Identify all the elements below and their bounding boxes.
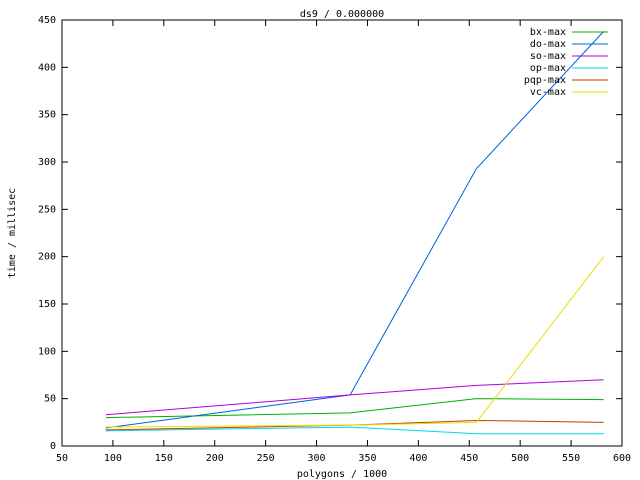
x-tick-label: 500 [511, 453, 529, 464]
plot-border [61, 19, 623, 447]
legend-label: vc-max [530, 87, 566, 98]
series-line [105, 31, 605, 429]
y-axis-label: time / millisec [7, 188, 18, 278]
y-tick-label: 0 [50, 441, 56, 452]
chart-title: ds9 / 0.000000 [300, 9, 384, 20]
x-tick-label: 550 [562, 453, 580, 464]
legend-label: bx-max [530, 27, 566, 38]
y-tick-label: 100 [38, 346, 56, 357]
series-line [105, 426, 604, 435]
legend-label: pqp-max [524, 75, 566, 86]
x-tick-label: 350 [358, 453, 376, 464]
y-tick-label: 200 [38, 252, 56, 263]
legend-label: op-max [530, 63, 566, 74]
y-tick-label: 450 [38, 15, 56, 26]
x-tick-label: 450 [460, 453, 478, 464]
y-tick-label: 350 [38, 110, 56, 121]
x-tick-label: 400 [409, 453, 427, 464]
legend-label: do-max [530, 39, 566, 50]
x-tick-label: 100 [104, 453, 122, 464]
series-line [105, 379, 604, 416]
x-tick-label: 50 [56, 453, 68, 464]
y-tick-label: 250 [38, 204, 56, 215]
y-tick-label: 50 [44, 394, 56, 405]
series-line [105, 398, 604, 419]
x-tick-label: 200 [206, 453, 224, 464]
y-tick-label: 150 [38, 299, 56, 310]
x-tick-label: 600 [613, 453, 631, 464]
series-line [105, 256, 605, 428]
y-tick-label: 400 [38, 62, 56, 73]
series-line [105, 419, 604, 431]
legend-label: so-max [530, 51, 566, 62]
x-tick-label: 150 [155, 453, 173, 464]
y-tick-label: 300 [38, 157, 56, 168]
x-tick-label: 300 [308, 453, 326, 464]
x-tick-label: 250 [257, 453, 275, 464]
x-axis-label: polygons / 1000 [297, 469, 387, 480]
